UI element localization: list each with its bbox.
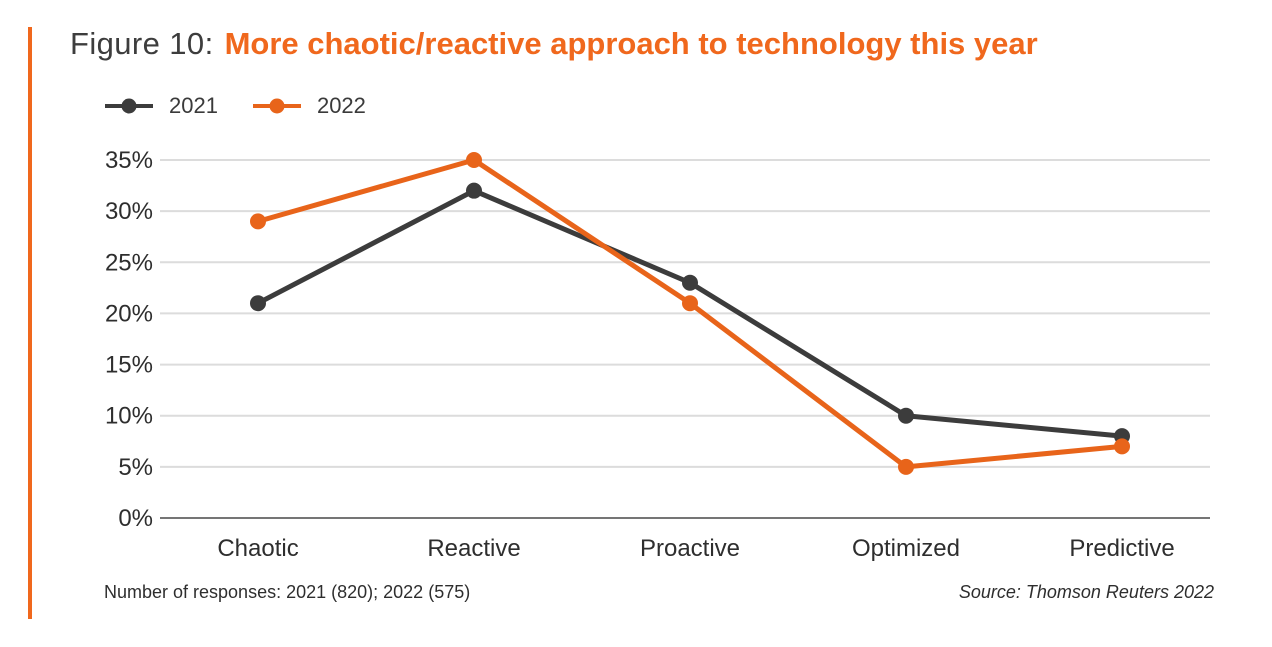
data-point-2022-Proactive	[682, 295, 698, 312]
x-category-label: Proactive	[640, 535, 740, 562]
legend-item-label: 2021	[169, 93, 218, 118]
data-point-2022-Reactive	[466, 152, 482, 168]
y-tick-label: 25%	[105, 249, 153, 276]
accent-bar	[28, 27, 32, 619]
figure-label: Figure 10:	[70, 26, 214, 61]
data-point-2022-Predictive	[1114, 438, 1130, 455]
data-point-2021-Proactive	[682, 274, 698, 291]
x-category-label: Reactive	[427, 535, 520, 562]
figure-title: Figure 10: More chaotic/reactive approach…	[70, 26, 1038, 62]
legend-dot	[121, 98, 137, 114]
legend-line-marker-icon	[252, 98, 301, 114]
legend-item-label: 2022	[316, 93, 366, 118]
legend-item-2022: 2022	[252, 93, 366, 119]
chart-legend: 2021 2022	[104, 93, 366, 119]
y-tick-label: 30%	[105, 198, 153, 225]
x-category-label: Optimized	[852, 535, 960, 562]
y-tick-label: 35%	[105, 147, 153, 174]
y-tick-label: 0%	[118, 505, 153, 532]
y-tick-label: 20%	[105, 300, 153, 327]
y-tick-label: 15%	[105, 352, 153, 379]
data-point-2021-Chaotic	[250, 295, 266, 312]
source-note: Source: Thomson Reuters 2022	[958, 582, 1214, 602]
x-category-label: Predictive	[1069, 535, 1174, 562]
data-point-2021-Optimized	[898, 407, 914, 424]
data-point-2022-Optimized	[898, 458, 914, 475]
legend-line-marker-icon	[105, 98, 153, 114]
legend-item-2021: 2021	[104, 93, 218, 119]
y-tick-label: 10%	[105, 403, 153, 430]
data-point-2022-Chaotic	[250, 213, 266, 230]
figure-heading: More chaotic/reactive approach to techno…	[224, 26, 1038, 61]
legend-dot	[269, 98, 285, 114]
responses-note: Number of responses: 2021 (820); 2022 (5…	[104, 582, 471, 602]
data-point-2021-Reactive	[466, 182, 482, 199]
y-tick-label: 5%	[118, 454, 153, 481]
x-category-label: Chaotic	[217, 535, 298, 562]
